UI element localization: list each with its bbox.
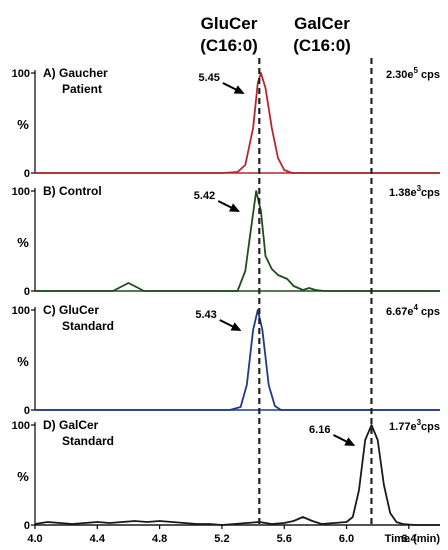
panel-label-line1: C) GluCer — [43, 303, 99, 317]
peak-arrowhead — [229, 203, 240, 212]
chromatogram-trace — [34, 424, 440, 526]
intensity-label: 1.38e3cps — [389, 184, 440, 199]
peak-label: 5.45 — [198, 72, 219, 84]
glucer-header-line1: GluCer — [201, 14, 258, 33]
chromatogram-panel: 100 0% A) Gaucher Patient 2.30e5 cps 5.45 — [12, 66, 440, 180]
panel-label-line1: D) GalCer — [43, 418, 99, 432]
y-tick-label: 0 — [24, 405, 30, 417]
y-tick-label: 100 — [12, 68, 30, 80]
panel-label-line1: A) Gaucher — [43, 66, 108, 80]
peak-label: 5.43 — [195, 309, 216, 321]
y-tick-label: 0 — [24, 168, 30, 180]
y-axis-label: % — [17, 469, 29, 484]
chromatogram-panel: 100 0% C) GluCer Standard 6.67e4 cps 5.43 — [12, 303, 440, 417]
y-tick-label: 0 — [24, 286, 30, 298]
intensity-label: 6.67e4 cps — [386, 303, 440, 318]
x-tick-label: 5.6 — [277, 533, 292, 545]
y-tick-label: 100 — [12, 186, 30, 198]
peak-arrowhead — [230, 322, 242, 331]
x-tick-label: 4.8 — [152, 533, 167, 545]
glucer-header-line2: (C16:0) — [200, 36, 258, 55]
x-tick-label: 6.4 — [401, 533, 417, 545]
chromatogram-trace — [35, 190, 440, 292]
chromatogram-trace — [35, 309, 440, 411]
peak-label: 6.16 — [309, 424, 330, 436]
x-tick-label: 4.4 — [90, 533, 106, 545]
peak-label: 5.42 — [194, 190, 215, 202]
y-tick-label: 0 — [24, 520, 30, 532]
peak-arrowhead — [344, 437, 356, 446]
x-tick-label: 5.2 — [214, 533, 229, 545]
y-tick-label: 100 — [12, 420, 30, 432]
intensity-label: 2.30e5 cps — [386, 66, 440, 81]
chromatogram-trace — [35, 72, 440, 174]
chromatogram-panel: 100 0% B) Control 1.38e3cps 5.42 — [12, 184, 440, 298]
y-axis-label: % — [17, 354, 29, 369]
panel-label-line1: B) Control — [43, 184, 102, 198]
y-tick-label: 100 — [12, 305, 30, 317]
galcer-header-line1: GalCer — [294, 14, 350, 33]
peak-arrowhead — [233, 85, 245, 94]
x-axis-label: Time (min) — [385, 533, 441, 545]
y-axis-label: % — [17, 235, 29, 250]
reference-lines — [258, 58, 373, 525]
chromatogram-panels: 100 0% A) Gaucher Patient 2.30e5 cps 5.45 100 0… — [12, 66, 440, 532]
intensity-label: 1.77e3cps — [389, 418, 440, 433]
x-tick-label: 4.0 — [27, 533, 42, 545]
panel-label-line2: Standard — [62, 434, 114, 448]
x-tick-label: 6.0 — [339, 533, 354, 545]
chromatogram-panel: 100 0% D) GalCer Standard 1.77e3cps 6.16 — [12, 418, 440, 532]
y-axis-label: % — [17, 117, 29, 132]
panel-label-line2: Standard — [62, 319, 114, 333]
panel-label-line2: Patient — [62, 82, 102, 96]
galcer-header-line2: (C16:0) — [293, 36, 351, 55]
